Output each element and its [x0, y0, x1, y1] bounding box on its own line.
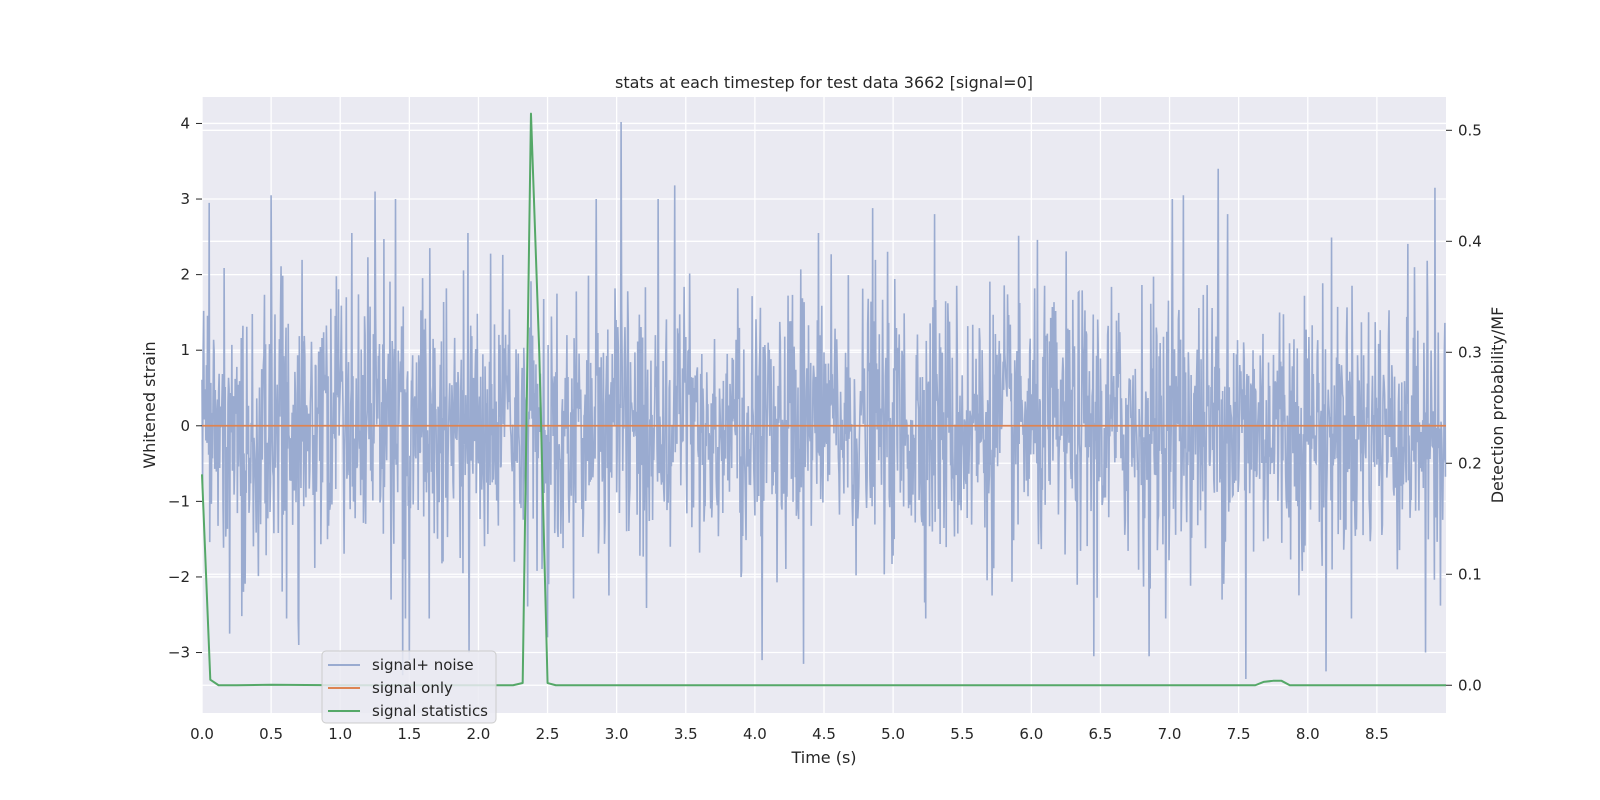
y2-tick-label: 0.5	[1458, 121, 1482, 139]
y-tick-label: 4	[180, 114, 190, 132]
x-tick-label: 2.0	[467, 725, 491, 743]
y-axis-label: Whitened strain	[140, 341, 159, 468]
y-tick-label: 3	[180, 190, 190, 208]
legend-entry: signal statistics	[372, 702, 488, 720]
y-tick-label: −2	[168, 568, 190, 586]
x-tick-label: 6.0	[1019, 725, 1043, 743]
x-tick-label: 4.5	[812, 725, 836, 743]
x-tick-label: 8.5	[1365, 725, 1389, 743]
legend-entry: signal+ noise	[372, 656, 474, 674]
y2-tick-label: 0.0	[1458, 676, 1482, 694]
signal-statistics-line	[201, 112, 1446, 687]
x-tick-label: 0.5	[259, 725, 283, 743]
y-tick-label: 1	[180, 341, 190, 359]
legend-box	[321, 650, 497, 724]
x-tick-label: 7.5	[1227, 725, 1251, 743]
x-tick-label: 3.0	[605, 725, 629, 743]
y2-tick-label: 0.4	[1458, 232, 1482, 250]
signal-noise-series	[201, 121, 1447, 679]
signal-noise-line	[201, 121, 1447, 679]
ticks: 0.0 0.5 1.0 1.5 2.0 2.5 3.0 3.5 4.0 4.5 5.0 5.5 6.0 6…	[168, 114, 1482, 743]
y2-tick-label: 0.3	[1458, 343, 1482, 361]
y-tick-label: 2	[180, 266, 190, 284]
x-tick-label: 1.0	[328, 725, 352, 743]
x-axis-label: Time (s)	[790, 748, 856, 767]
x-tick-label: 4.0	[743, 725, 767, 743]
x-tick-label: 7.0	[1158, 725, 1182, 743]
y2-tick-label: 0.1	[1458, 565, 1482, 583]
chart-title: stats at each timestep for test data 366…	[615, 73, 1033, 92]
y-tick-label: −3	[168, 644, 190, 662]
x-tick-label: 0.0	[190, 725, 214, 743]
y2-axis-label: Detection probability/MF	[1488, 307, 1507, 504]
signal-statistics-series	[201, 112, 1446, 687]
x-tick-label: 5.5	[950, 725, 974, 743]
x-tick-label: 1.5	[397, 725, 421, 743]
x-tick-label: 6.5	[1089, 725, 1113, 743]
y2-tick-label: 0.2	[1458, 454, 1482, 472]
x-tick-label: 3.5	[674, 725, 698, 743]
y-tick-label: 0	[180, 417, 190, 435]
x-tick-label: 5.0	[881, 725, 905, 743]
legend: signal+ noise signal only signal statistic…	[321, 650, 497, 724]
legend-entry: signal only	[372, 679, 453, 697]
y-tick-label: −1	[168, 492, 190, 510]
x-tick-label: 8.0	[1296, 725, 1320, 743]
x-tick-label: 2.5	[536, 725, 560, 743]
